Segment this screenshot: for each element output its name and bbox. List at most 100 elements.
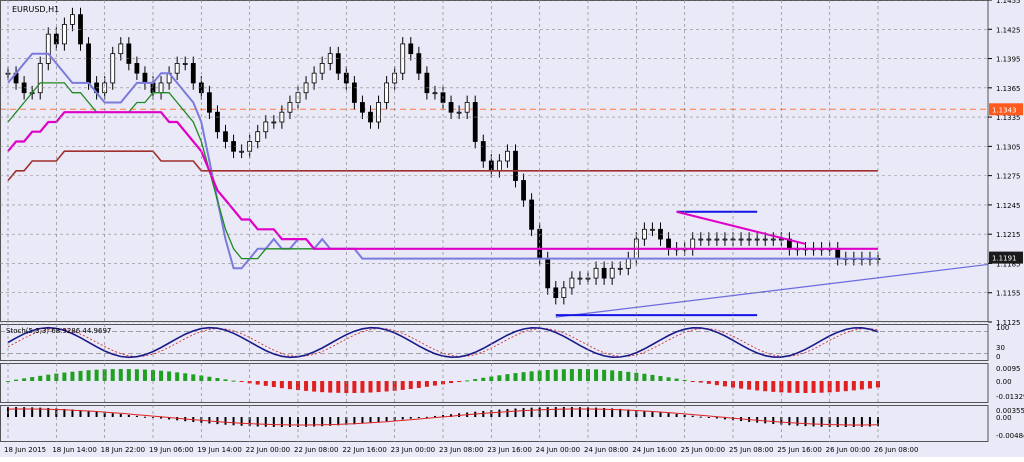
histogram-bar (416, 381, 421, 388)
histogram-bar (795, 381, 800, 393)
histogram-bar (408, 381, 413, 389)
candle (126, 43, 132, 64)
candle (480, 141, 486, 162)
candle (601, 267, 607, 279)
histogram-bar (780, 417, 783, 425)
candle (37, 63, 43, 94)
histogram-bar (562, 407, 565, 417)
histogram-bar (546, 407, 549, 417)
histogram-bar (22, 378, 27, 381)
candle (593, 267, 599, 279)
histogram-bar (666, 377, 671, 381)
histogram-bar (514, 408, 517, 417)
candle (70, 14, 75, 25)
histogram-bar (828, 417, 831, 427)
time-label: 22 Jun 16:00 (342, 446, 386, 454)
time-label: 23 Jun 08:00 (439, 446, 483, 454)
histogram-bar (779, 381, 784, 393)
histogram-bar (787, 381, 792, 393)
histogram-bar (287, 381, 292, 390)
candle (529, 199, 535, 230)
candle (577, 277, 583, 280)
histogram-bar (868, 417, 871, 427)
histogram-bar (707, 417, 710, 418)
histogram-bar (450, 414, 453, 417)
histogram-bar (530, 407, 533, 417)
price-label: 1.1335 (996, 114, 1021, 122)
histogram-bar (432, 381, 437, 386)
histogram-bar (392, 381, 397, 391)
histogram-bar (803, 381, 808, 393)
histogram-bar (304, 381, 309, 391)
histogram-bar (860, 417, 863, 427)
histogram-bar (305, 417, 308, 427)
candle (569, 277, 575, 289)
histogram-bar (328, 381, 333, 393)
histogram-bar (15, 407, 18, 417)
time-label: 25 Jun 16:00 (777, 446, 821, 454)
candle (666, 238, 671, 250)
histogram-bar (796, 417, 799, 426)
histogram-bar (852, 417, 855, 427)
histogram-bar (867, 381, 872, 389)
histogram-bar (595, 407, 598, 417)
price-label: 1.1305 (996, 143, 1021, 151)
histogram-bar (95, 411, 98, 417)
time-label: 24 Jun 16:00 (632, 446, 676, 454)
histogram-bar (280, 417, 283, 427)
histogram-bar (820, 417, 823, 427)
histogram-bar (369, 417, 372, 423)
histogram-bar (561, 369, 566, 381)
histogram-bar (183, 373, 188, 381)
histogram-bar (23, 407, 26, 417)
candle (617, 267, 623, 270)
time-label: 25 Jun 08:00 (729, 446, 773, 454)
histogram-bar (714, 381, 719, 386)
histogram-bar (554, 407, 557, 417)
pane-border-3 (0, 405, 989, 442)
candle (271, 121, 277, 124)
histogram-bar (545, 369, 550, 381)
candle (287, 102, 293, 113)
histogram-bar (722, 381, 727, 387)
candle (110, 53, 116, 84)
candle (182, 63, 188, 65)
histogram-bar (368, 381, 373, 393)
candle (609, 267, 615, 279)
time-label: 25 Jun 00:00 (681, 446, 725, 454)
histogram-bar (755, 381, 760, 391)
candle (521, 180, 526, 201)
histogram-bar (118, 369, 123, 381)
histogram-bar (39, 407, 42, 417)
time-label: 19 Jun 14:00 (197, 446, 241, 454)
osc2-axis-label: 0.00 (996, 414, 1012, 422)
histogram-bar (110, 369, 115, 381)
histogram-bar (313, 417, 316, 427)
histogram-bar (360, 381, 365, 393)
price-label: 1.1215 (996, 231, 1021, 239)
histogram-bar (63, 408, 66, 417)
candle (424, 72, 430, 94)
histogram-bar (143, 416, 146, 418)
histogram-bar (417, 417, 420, 418)
candle (335, 53, 341, 74)
candle (706, 238, 712, 241)
current-price-box-text: 1.1191 (992, 255, 1017, 263)
histogram-bar (667, 413, 670, 417)
histogram-bar (207, 376, 212, 381)
histogram-bar (320, 381, 325, 393)
candle (513, 150, 518, 181)
histogram-bar (482, 410, 485, 417)
candle (190, 63, 196, 84)
candle (432, 92, 438, 95)
histogram-bar (168, 417, 171, 420)
histogram-bar (611, 408, 614, 417)
histogram-bar (682, 379, 687, 381)
histogram-bar (811, 381, 816, 393)
candle (215, 111, 220, 133)
time-label: 22 Jun 00:00 (246, 446, 290, 454)
price-label: 1.1275 (996, 173, 1021, 181)
histogram-bar (643, 410, 646, 417)
candle (376, 102, 381, 123)
stoch-axis-label: 0 (996, 353, 1000, 361)
